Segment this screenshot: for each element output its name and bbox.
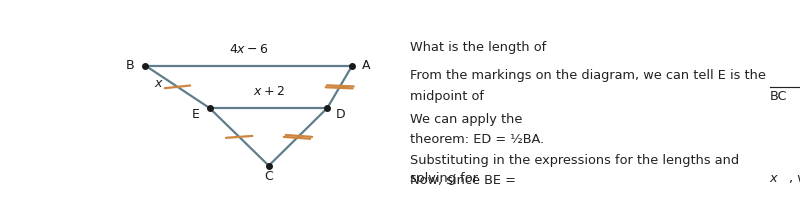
Text: A: A <box>362 59 370 72</box>
Text: What is the length of: What is the length of <box>410 41 550 54</box>
Text: midpoint of: midpoint of <box>410 90 488 103</box>
Text: , we get x =: , we get x = <box>790 172 800 185</box>
Text: Substituting in the expressions for the lengths and: Substituting in the expressions for the … <box>410 154 739 167</box>
Text: B: B <box>126 59 135 72</box>
Text: solving for: solving for <box>410 172 482 185</box>
Text: C: C <box>264 170 273 183</box>
Text: Now, since BE =: Now, since BE = <box>410 174 520 187</box>
Text: We can apply the: We can apply the <box>410 113 526 126</box>
Text: x: x <box>770 172 778 185</box>
Text: From the markings on the diagram, we can tell E is the: From the markings on the diagram, we can… <box>410 69 766 82</box>
Text: $x+2$: $x+2$ <box>253 85 284 98</box>
Text: $4x-6$: $4x-6$ <box>229 43 269 56</box>
Text: D: D <box>336 108 346 121</box>
Text: theorem: ED = ½BA.: theorem: ED = ½BA. <box>410 133 544 146</box>
Text: E: E <box>192 108 200 121</box>
Text: BC: BC <box>770 90 787 103</box>
Text: $x$: $x$ <box>154 77 164 90</box>
